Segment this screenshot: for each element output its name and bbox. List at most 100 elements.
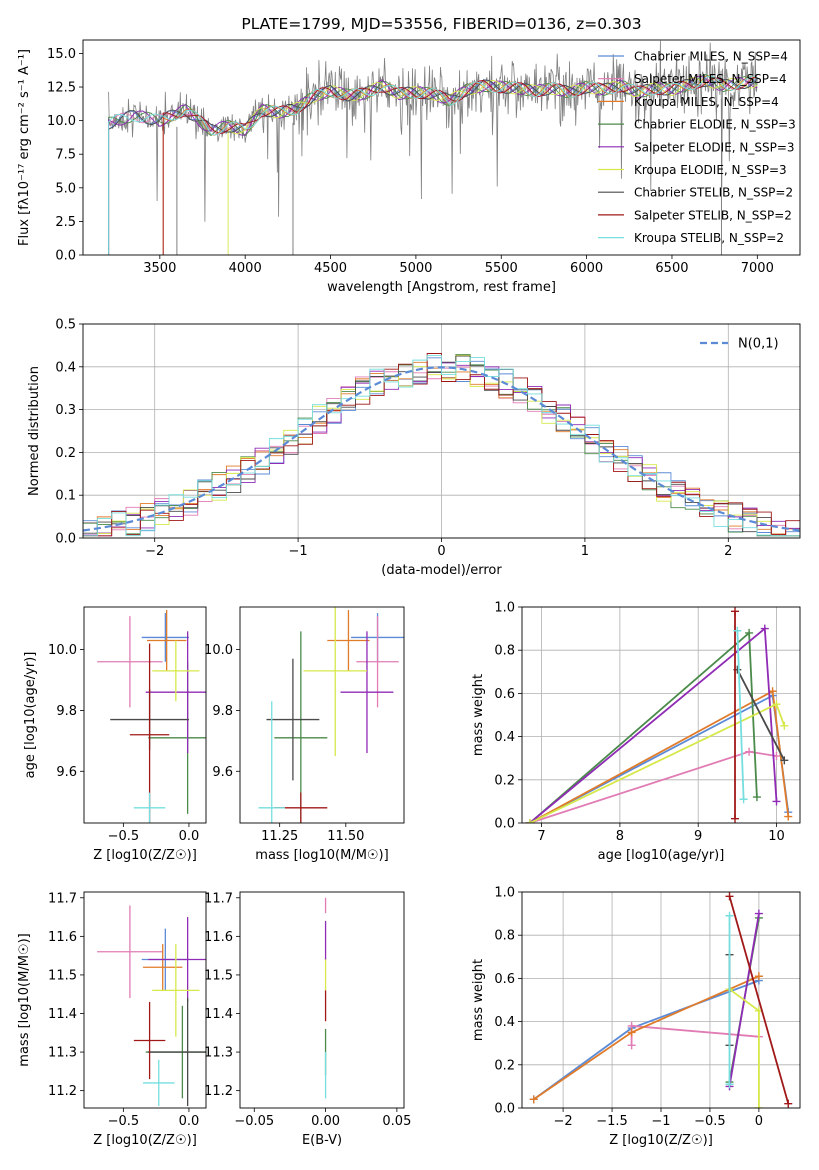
weight-line-7 xyxy=(728,896,790,1104)
y-tick-label: 0.3 xyxy=(55,403,76,418)
weight-marker xyxy=(780,756,789,765)
weight-marker xyxy=(784,812,793,821)
histogram-series-8 xyxy=(83,355,800,538)
axes-frame xyxy=(239,891,405,1109)
chart-title: PLATE=1799, MJD=53556, FIBERID=0136, z=0… xyxy=(241,15,641,33)
x-tick-label: 0.05 xyxy=(382,1114,411,1129)
errorbar-point-8 xyxy=(133,792,166,823)
y-tick-label: 15.0 xyxy=(47,47,76,62)
y-tick-label: 0.4 xyxy=(55,360,76,375)
errorbar-point-6 xyxy=(148,998,206,1107)
x-tick-label: 5000 xyxy=(399,261,432,276)
axes-frame xyxy=(83,891,207,1109)
weight-marker xyxy=(725,892,734,901)
weight-marker xyxy=(725,911,734,920)
weight-marker xyxy=(772,700,781,709)
y-tick-label: 0.2 xyxy=(494,1058,515,1073)
y-tick-label: 10.0 xyxy=(204,643,233,658)
panel-weight-vs-Z: −2 −1.5 −1 −0.5 0 0.0 0.2 0.4 0.6 0.8 1.0 Z [log10(… xyxy=(471,886,801,1148)
y-tick-label: 9.6 xyxy=(212,765,233,780)
x-tick-label: 0 xyxy=(437,544,445,559)
y-tick-label: 0.8 xyxy=(494,929,515,944)
y-tick-label: 11.2 xyxy=(48,1084,77,1099)
weight-marker xyxy=(752,793,761,802)
x-axis-label: Z [log10(Z/Z☉)] xyxy=(609,1133,713,1148)
x-axis-label: E(B-V) xyxy=(302,1133,342,1148)
weight-marker xyxy=(725,1080,734,1089)
weight-marker xyxy=(772,797,781,806)
y-axis-label: age [log10(age/yr)] xyxy=(23,652,38,779)
y-tick-label: 11.3 xyxy=(48,1046,77,1061)
legend-entry: Kroupa ELODIE, N_SSP=3 xyxy=(634,163,787,177)
x-tick-label: −2 xyxy=(554,1114,573,1129)
y-tick-label: 1.0 xyxy=(494,886,515,901)
panel-spectrum: 3500 4000 4500 5000 5500 6000 6500 7000 0.0 2.5 5.… xyxy=(17,15,801,295)
weight-marker xyxy=(754,1104,763,1108)
errorbar-point-4 xyxy=(148,917,206,1002)
legend-entry: Kroupa MILES, N_SSP=4 xyxy=(634,95,779,109)
x-tick-label: 2 xyxy=(724,544,732,559)
model-line-6 xyxy=(108,78,758,255)
errorbar-point-2 xyxy=(327,610,370,671)
errorbar-point-5 xyxy=(303,607,367,757)
axes-frame xyxy=(82,39,801,256)
weight-marker xyxy=(760,624,769,633)
axes-frame xyxy=(83,606,207,824)
weight-marker xyxy=(731,814,740,823)
weight-marker xyxy=(745,628,754,637)
x-tick-label: 0.0 xyxy=(179,1114,200,1129)
errorbar-point-4 xyxy=(340,631,394,754)
legend-entry: Salpeter STELIB, N_SSP=2 xyxy=(634,208,792,222)
legend-entry: Salpeter MILES, N_SSP=4 xyxy=(634,72,787,86)
legend-entry: Chabrier STELIB, N_SSP=2 xyxy=(634,186,793,200)
x-tick-label: 5500 xyxy=(485,261,518,276)
y-tick-label: 11.7 xyxy=(204,891,233,906)
weight-line-0 xyxy=(533,979,760,1101)
y-tick-label: 11.3 xyxy=(204,1046,233,1061)
x-axis-label: age [log10(age/yr)] xyxy=(598,848,725,863)
weight-line-5 xyxy=(529,702,786,823)
y-axis-label: Normed distribution xyxy=(27,366,42,496)
x-tick-label: 6500 xyxy=(655,261,688,276)
panels: 3500 4000 4500 5000 5500 6000 6500 7000 0.0 2.5 5.… xyxy=(17,15,801,1148)
y-axis-label: Flux [fλ10⁻¹⁷ erg cm⁻² s⁻¹ A⁻¹] xyxy=(17,49,32,246)
errorbar-point-8 xyxy=(143,1059,175,1107)
errorbar-point-5 xyxy=(152,944,200,1037)
legend: N(0,1) xyxy=(700,337,779,352)
y-tick-label: 10.0 xyxy=(48,643,77,658)
y-tick-label: 2.5 xyxy=(55,215,76,230)
legend-entry: Chabrier ELODIE, N_SSP=3 xyxy=(634,118,796,132)
y-tick-label: 0.0 xyxy=(494,817,515,832)
errorbar-point-0 xyxy=(141,613,189,662)
panel-age-vs-Z: −0.5 0.0 9.6 9.8 10.0 Z [log10(Z/Z☉)] age [log… xyxy=(23,606,207,863)
plot-area xyxy=(97,905,206,1107)
x-tick-label: −0.5 xyxy=(694,1114,726,1129)
y-tick-label: 0.8 xyxy=(494,644,515,659)
weight-marker xyxy=(739,795,748,804)
panel-mass-vs-Z: −0.5 0.0 11.2 11.3 11.4 11.5 11.6 11.7 Z [log10(… xyxy=(17,891,207,1148)
x-axis-label: (data-model)/error xyxy=(381,563,502,578)
errorbar-point-4 xyxy=(145,631,206,754)
y-tick-label: 11.4 xyxy=(204,1007,233,1022)
x-tick-label: 7000 xyxy=(741,261,774,276)
axes-frame xyxy=(239,606,405,824)
y-tick-label: 1.0 xyxy=(494,601,515,616)
panel-mass-vs-EBV: −0.05 0.00 0.05 11.2 11.3 11.4 11.5 11.6 11.7 E(B… xyxy=(204,891,411,1148)
model-line-8 xyxy=(108,75,758,255)
errorbar-point-1 xyxy=(356,616,399,708)
y-tick-label: 11.6 xyxy=(48,930,77,945)
legend: Chabrier MILES, N_SSP=4 Salpeter MILES, N… xyxy=(598,50,796,245)
weight-line-2 xyxy=(533,975,760,1101)
y-tick-label: 12.5 xyxy=(47,81,76,96)
x-tick-label: 3500 xyxy=(143,261,176,276)
y-tick-label: 9.8 xyxy=(212,704,233,719)
y-tick-label: 0.4 xyxy=(494,730,515,745)
errorbar-point-8 xyxy=(258,701,285,823)
weight-marker xyxy=(780,721,789,730)
weight-marker xyxy=(627,1041,636,1050)
x-axis-label: Z [log10(Z/Z☉)] xyxy=(93,848,197,863)
y-tick-label: 0.0 xyxy=(55,249,76,264)
x-tick-label: 8 xyxy=(616,829,624,844)
x-axis-label: Z [log10(Z/Z☉)] xyxy=(93,1133,197,1148)
y-tick-label: 0.6 xyxy=(494,687,515,702)
